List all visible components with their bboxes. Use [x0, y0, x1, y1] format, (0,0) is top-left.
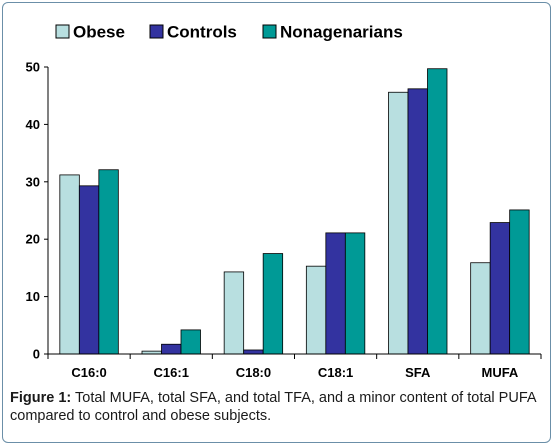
bar-controls-c16-1: [161, 343, 182, 355]
bar-obese-c16-0: [59, 174, 80, 355]
x-tick-label-c16-1: C16:1: [154, 365, 189, 380]
legend-label-controls: Controls: [167, 23, 237, 42]
y-tick-label: 0: [33, 347, 40, 362]
y-tick-label: 20: [26, 232, 40, 247]
legend-swatch-obese: [55, 24, 70, 39]
x-tick-label-c18-1: C18:1: [318, 365, 353, 380]
bar-controls-mufa: [489, 222, 511, 355]
figure-caption: Figure 1: Total MUFA, total SFA, and tot…: [10, 389, 545, 425]
x-tick-label-mufa: MUFA: [481, 365, 518, 380]
bar-controls-c18-0: [243, 349, 264, 355]
y-tick-label: 30: [26, 174, 40, 189]
bar-nonagenarians-c18-1: [344, 232, 366, 355]
bar-nonagenarians-sfa: [427, 68, 448, 355]
bars: [59, 68, 530, 355]
y-axis: 0 10 20 30 40 50: [26, 60, 49, 362]
bar-nonagenarians-c18-0: [262, 253, 284, 355]
x-tick-label-c16-0: C16:0: [71, 365, 106, 380]
y-tick-label: 10: [26, 289, 40, 304]
legend: Obese Controls Nonagenarians: [55, 23, 403, 42]
bar-obese-sfa: [388, 91, 409, 355]
legend-label-nonagenarians: Nonagenarians: [280, 23, 403, 42]
y-tick-label: 40: [26, 117, 40, 132]
bar-obese-mufa: [470, 262, 491, 355]
caption-text: Total MUFA, total SFA, and total TFA, an…: [10, 390, 536, 424]
x-tick-label-c18-0: C18:0: [236, 365, 271, 380]
x-axis: C16:0 C16:1 C18:0 C18:1 SFA MUFA: [47, 353, 542, 380]
bar-obese-c18-1: [305, 265, 327, 355]
bar-controls-c18-1: [325, 232, 346, 355]
bar-nonagenarians-c16-1: [180, 329, 201, 355]
bar-obese-c18-0: [223, 271, 245, 355]
bar-controls-c16-0: [78, 185, 100, 355]
caption-label: Figure 1:: [10, 390, 72, 406]
legend-swatch-nonagenarians: [262, 24, 277, 39]
x-tick-label-sfa: SFA: [405, 365, 431, 380]
legend-swatch-controls: [149, 24, 164, 39]
bar-nonagenarians-c16-0: [98, 169, 119, 355]
bar-nonagenarians-mufa: [509, 209, 530, 355]
legend-label-obese: Obese: [73, 23, 125, 42]
bar-controls-sfa: [407, 88, 428, 355]
bar-chart: Obese Controls Nonagenarians 0 10 20 30 40 50 C…: [26, 23, 542, 380]
y-tick-label: 50: [26, 60, 40, 75]
